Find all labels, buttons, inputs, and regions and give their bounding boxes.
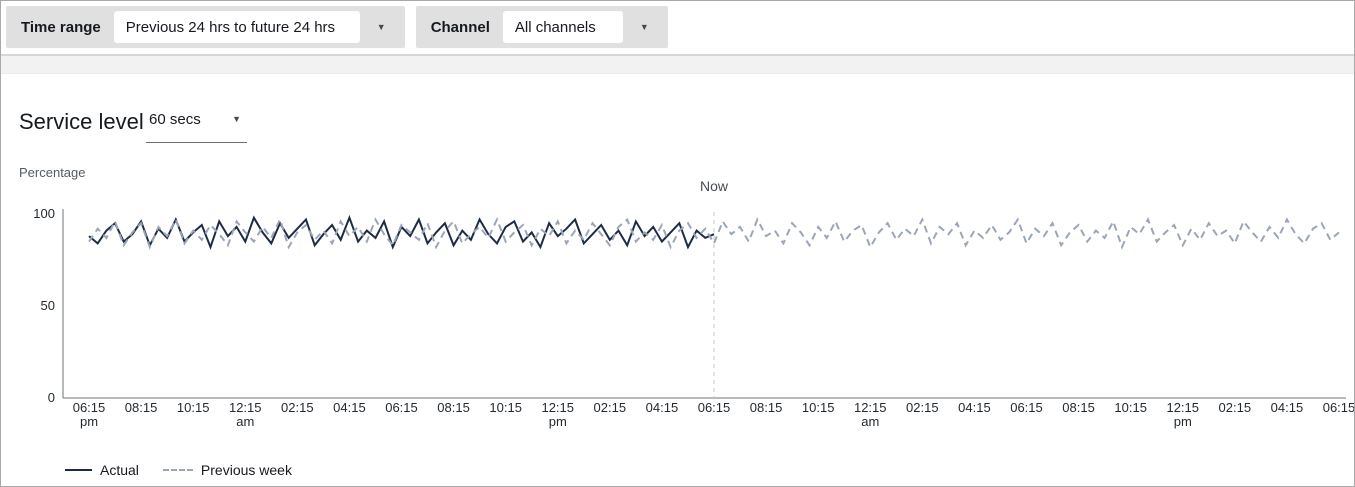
x-tick-label: 10:15: [802, 400, 835, 415]
legend-label: Previous week: [201, 462, 292, 478]
time-range-value: Previous 24 hrs to future 24 hrs: [126, 19, 335, 36]
time-range-select[interactable]: Previous 24 hrs to future 24 hrs: [114, 11, 360, 43]
x-tick-label: 02:15: [1219, 400, 1252, 415]
x-tick-label: 08:15: [1062, 400, 1095, 415]
x-tick-label: 06:15: [1010, 400, 1043, 415]
y-axis-title: Percentage: [19, 165, 86, 180]
channel-select[interactable]: All channels: [503, 11, 623, 43]
dashed-line-icon: [163, 469, 193, 471]
x-tick-label: 10:15: [1114, 400, 1147, 415]
x-tick-label: 06:15: [385, 400, 418, 415]
x-tick-label: 06:15: [698, 400, 731, 415]
y-tick-label: 50: [41, 298, 55, 313]
channel-value: All channels: [515, 19, 596, 36]
section-divider: [1, 54, 1354, 74]
x-tick-sublabel: pm: [80, 414, 98, 429]
x-tick-label: 10:15: [489, 400, 522, 415]
series-actual: [89, 218, 714, 247]
x-tick-sublabel: pm: [549, 414, 567, 429]
legend-item-previous-week: Previous week: [163, 462, 292, 478]
x-tick-label: 04:15: [1271, 400, 1304, 415]
y-tick-label: 0: [48, 390, 55, 405]
chart-legend: Actual Previous week: [65, 462, 292, 478]
metrics-page: Time range Previous 24 hrs to future 24 …: [0, 0, 1355, 487]
x-tick-label: 02:15: [594, 400, 627, 415]
x-tick-sublabel: pm: [1174, 414, 1192, 429]
legend-item-actual: Actual: [65, 462, 139, 478]
filters-toolbar: Time range Previous 24 hrs to future 24 …: [6, 6, 668, 48]
x-tick-label: 12:15: [1166, 400, 1199, 415]
x-tick-label: 04:15: [958, 400, 991, 415]
page-title: Service level: [19, 109, 144, 135]
x-tick-label: 04:15: [646, 400, 679, 415]
x-tick-label: 08:15: [125, 400, 158, 415]
x-tick-label: 06:15: [73, 400, 106, 415]
x-tick-label: 10:15: [177, 400, 210, 415]
x-tick-label: 04:15: [333, 400, 366, 415]
threshold-select[interactable]: 60 secs ▼: [146, 111, 247, 143]
solid-line-icon: [65, 469, 92, 471]
now-label: Now: [700, 179, 729, 194]
x-tick-label: 12:15: [229, 400, 262, 415]
chevron-down-icon[interactable]: ▼: [377, 22, 386, 32]
x-tick-sublabel: am: [861, 414, 879, 429]
channel-label: Channel: [431, 19, 490, 36]
x-tick-label: 12:15: [854, 400, 887, 415]
chevron-down-icon: ▼: [232, 114, 241, 124]
time-range-group: Time range Previous 24 hrs to future 24 …: [6, 6, 405, 48]
x-tick-label: 12:15: [541, 400, 574, 415]
time-range-label: Time range: [21, 19, 101, 36]
x-tick-label: 06:15: [1323, 400, 1355, 415]
threshold-value: 60 secs: [149, 111, 201, 128]
x-tick-label: 02:15: [906, 400, 939, 415]
x-tick-label: 02:15: [281, 400, 314, 415]
x-tick-sublabel: am: [236, 414, 254, 429]
legend-label: Actual: [100, 462, 139, 478]
chevron-down-icon[interactable]: ▼: [640, 22, 649, 32]
x-tick-label: 08:15: [437, 400, 470, 415]
x-tick-label: 08:15: [750, 400, 783, 415]
service-level-chart: 05010006:15pm08:1510:1512:15am02:1504:15…: [1, 179, 1355, 443]
channel-group: Channel All channels ▼: [416, 6, 668, 48]
y-tick-label: 100: [33, 206, 55, 221]
